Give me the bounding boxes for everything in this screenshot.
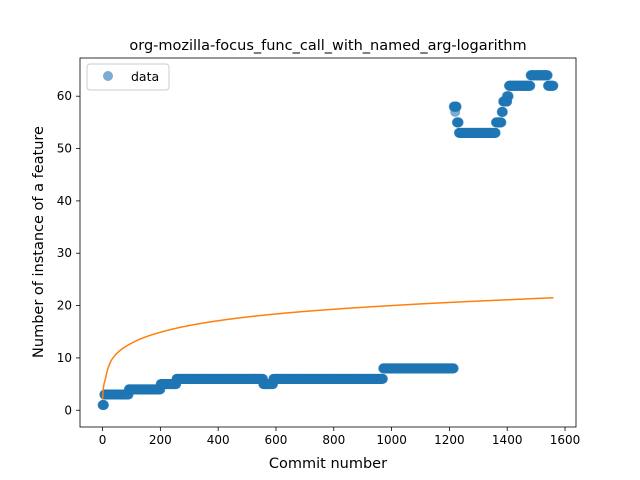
y-tick-label: 30 [57, 246, 72, 260]
plot-area [97, 70, 559, 411]
x-tick-label: 400 [207, 433, 230, 447]
x-tick-label: 1200 [434, 433, 465, 447]
data-point [448, 101, 459, 112]
data-point [496, 117, 507, 128]
x-tick-label: 200 [149, 433, 172, 447]
y-tick-label: 0 [64, 403, 72, 417]
data-point [448, 363, 459, 374]
legend-box [86, 63, 170, 91]
data-point [98, 400, 109, 411]
data-point [501, 91, 512, 102]
x-axis-label: Commit number [269, 456, 387, 472]
axes-frame [79, 57, 577, 428]
y-tick-label: 60 [57, 89, 72, 103]
x-tick-label: 0 [99, 433, 107, 447]
data-point [548, 80, 559, 91]
y-tick-label: 40 [57, 194, 72, 208]
x-tick-label: 1600 [550, 433, 581, 447]
chart-title: org-mozilla-focus_func_call_with_named_a… [129, 38, 526, 54]
y-tick-label: 20 [57, 299, 72, 313]
x-tick-label: 1000 [376, 433, 407, 447]
legend: data [86, 63, 170, 91]
data-point [377, 373, 388, 384]
data-point [525, 80, 536, 91]
legend-marker [103, 71, 113, 81]
y-tick-label: 10 [57, 351, 72, 365]
data-point [542, 70, 553, 81]
x-tick-label: 800 [322, 433, 345, 447]
data-point [490, 127, 501, 138]
data-point [497, 106, 508, 117]
x-tick-label: 600 [265, 433, 288, 447]
y-axis-label: Number of instance of a feature [31, 126, 47, 358]
x-tick-label: 1400 [492, 433, 523, 447]
fit-line [101, 296, 554, 400]
axes: 0 200 400 600 800 1000 1200 1400 1600 0 10 20 30 40 50… [57, 57, 581, 447]
data-point [453, 117, 464, 128]
y-tick-label: 50 [57, 142, 72, 156]
legend-label: data [131, 69, 159, 84]
